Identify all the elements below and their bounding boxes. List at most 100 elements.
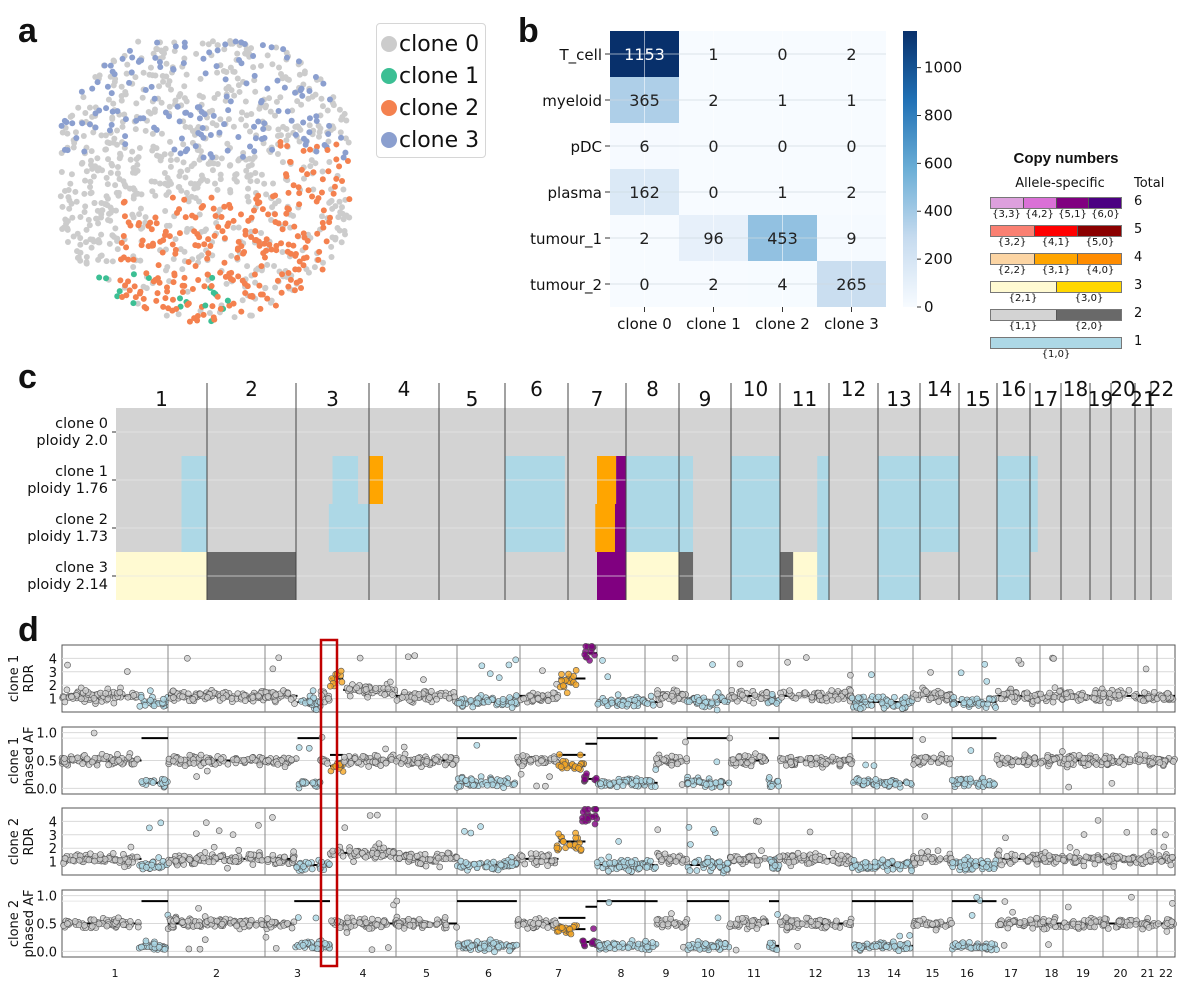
ploidy-label: ploidy 2.0: [36, 433, 108, 449]
spot-clone-0: [257, 62, 264, 69]
spot-clone-0: [270, 180, 277, 187]
bin-point: [727, 854, 735, 861]
spot-clone-0: [82, 203, 89, 210]
ploidy-label: ploidy 2.14: [27, 577, 108, 593]
cn-state-label: {2,1}: [1008, 293, 1038, 304]
spot-clone-0: [102, 132, 109, 139]
cn-total-label: 6: [1134, 194, 1143, 209]
heatmap-value-label: 9: [846, 229, 856, 248]
spot-clone-0: [129, 148, 136, 155]
bin-point: [557, 763, 565, 771]
spot-clone-0: [177, 91, 184, 98]
bin-point: [928, 855, 936, 863]
bin-point: [404, 653, 412, 661]
bin-point: [268, 918, 276, 926]
spot-clone-0: [145, 108, 152, 115]
spot-clone-0: [250, 64, 257, 71]
spot-clone-3: [178, 135, 185, 142]
spot-clone-2: [145, 243, 152, 250]
spot-clone-3: [182, 148, 189, 155]
bin-point: [1004, 754, 1011, 762]
spot-clone-2: [123, 244, 130, 251]
bin-point: [177, 756, 185, 763]
spot-clone-2: [268, 246, 275, 253]
bin-point: [922, 688, 930, 695]
spot-clone-2: [228, 269, 235, 276]
bin-point: [625, 867, 633, 874]
spot-clone-3: [81, 148, 88, 155]
bin-point: [470, 860, 478, 868]
spot-clone-0: [327, 198, 334, 205]
cn-swatch: [1056, 282, 1121, 292]
spot-clone-3: [122, 116, 129, 123]
spot-clone-0: [112, 225, 119, 232]
bin-point: [1094, 856, 1102, 863]
bin-point: [1062, 690, 1070, 698]
spot-clone-0: [258, 171, 265, 178]
bin-point: [829, 849, 837, 857]
spot-clone-2: [252, 237, 259, 244]
spot-clone-3: [340, 154, 347, 161]
bin-point: [912, 691, 920, 699]
bin-point: [527, 692, 534, 700]
cn-color-bar: [990, 253, 1122, 265]
bin-point: [76, 856, 83, 864]
spot-clone-2: [339, 178, 346, 185]
bin-point: [1150, 828, 1158, 836]
bin-point: [1159, 694, 1167, 702]
spot-clone-2: [320, 224, 327, 231]
spot-clone-0: [86, 222, 93, 229]
spot-clone-3: [292, 131, 299, 138]
chromosome-label: 3: [326, 387, 339, 411]
spot-clone-3: [216, 129, 223, 136]
bin-point: [991, 780, 998, 788]
bin-point: [674, 760, 681, 768]
spot-clone-3: [196, 115, 203, 122]
spot-clone-2: [333, 156, 340, 163]
spot-clone-3: [280, 46, 287, 53]
bin-point: [765, 774, 773, 781]
spot-clone-0: [216, 206, 223, 213]
spot-clone-0: [261, 180, 268, 187]
spot-clone-3: [108, 90, 115, 97]
spot-clone-0: [319, 168, 326, 175]
spot-clone-3: [142, 86, 149, 93]
colorbar-tick-label: 0: [924, 298, 934, 316]
spot-clone-0: [223, 280, 230, 287]
bin-point: [399, 694, 406, 701]
bin-point: [1044, 754, 1051, 761]
bin-point: [488, 865, 496, 873]
bin-point: [1108, 779, 1116, 787]
colorbar-tick-label: 200: [924, 250, 953, 268]
heatmap-value-label: 0: [639, 275, 649, 294]
bin-point: [794, 849, 802, 857]
bin-point: [751, 691, 759, 699]
spot-clone-0: [187, 124, 194, 131]
bin-point: [269, 665, 277, 673]
bin-point: [1145, 694, 1153, 702]
bin-point: [534, 695, 542, 703]
chromosome-label: 19: [1088, 387, 1113, 411]
bin-point: [891, 781, 899, 788]
bin-point: [784, 658, 791, 666]
spot-clone-0: [69, 214, 76, 221]
spot-clone-2: [205, 236, 212, 243]
spot-clone-2: [118, 256, 125, 263]
bin-point: [146, 824, 153, 832]
spot-clone-0: [214, 69, 221, 76]
bin-point: [353, 684, 360, 692]
spot-clone-3: [303, 138, 310, 145]
bin-point: [365, 925, 373, 932]
bin-point: [1009, 758, 1017, 766]
spot-clone-2: [169, 241, 176, 248]
bin-point: [186, 856, 193, 863]
spot-clone-0: [149, 130, 156, 137]
spot-clone-2: [266, 241, 273, 248]
bin-point: [473, 699, 481, 707]
heatmap-value-label: 0: [708, 183, 718, 202]
spot-clone-1: [96, 274, 103, 281]
bin-point: [371, 758, 379, 766]
spot-clone-0: [167, 180, 174, 187]
spot-clone-2: [331, 183, 338, 190]
